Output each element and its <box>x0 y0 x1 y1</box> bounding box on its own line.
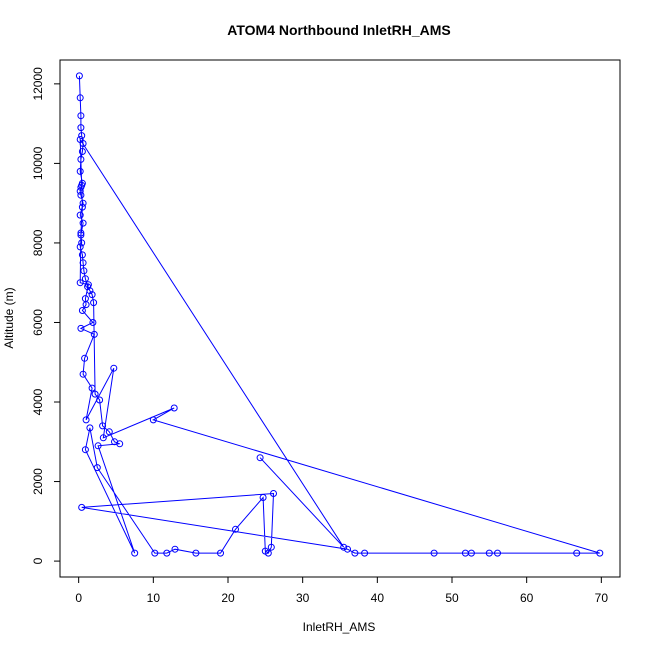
data-point <box>270 490 277 497</box>
data-point <box>96 396 104 404</box>
series-line <box>78 75 600 554</box>
y-axis-label: Altitude (m) <box>2 287 16 348</box>
x-tick-label: 40 <box>371 591 385 605</box>
data-point <box>596 549 604 557</box>
data-point <box>351 549 359 557</box>
data-point <box>264 549 272 557</box>
data-point <box>88 384 96 392</box>
x-tick-label: 10 <box>147 591 161 605</box>
x-axis-label: InletRH_AMS <box>303 620 376 634</box>
data-point <box>163 549 171 557</box>
data-point <box>259 494 267 501</box>
x-tick-label: 50 <box>445 591 459 605</box>
data-point <box>77 229 85 237</box>
data-point <box>573 549 581 557</box>
data-point <box>77 191 85 199</box>
y-axis: 0 2000 4000 6000 8000 10000 12000 <box>31 67 61 564</box>
data-point <box>90 299 98 307</box>
data-point <box>81 446 89 454</box>
data-point <box>494 549 501 557</box>
chart-title: ATOM4 Northbound InletRH_AMS <box>227 22 450 38</box>
data-point <box>79 259 87 267</box>
data-point <box>88 291 96 299</box>
data-point <box>116 440 124 448</box>
data-point <box>76 279 84 287</box>
plot-frame <box>59 59 621 578</box>
data-point <box>77 112 85 120</box>
data-point <box>81 295 89 303</box>
data-point <box>81 354 89 362</box>
data-point <box>267 543 275 551</box>
data-point <box>75 72 83 80</box>
data-point <box>89 319 97 326</box>
data-point <box>99 434 107 442</box>
data-point <box>78 132 86 140</box>
data-point <box>256 454 264 462</box>
x-tick-label: 20 <box>221 591 235 605</box>
data-point <box>430 549 438 557</box>
data-point <box>340 543 348 551</box>
data-point <box>79 219 87 227</box>
data-point <box>78 503 86 511</box>
data-point <box>171 545 179 553</box>
y-tick-label: 0 <box>31 557 45 564</box>
data-point <box>131 549 139 557</box>
data-point <box>91 390 99 398</box>
data-point <box>78 148 86 155</box>
data-point <box>82 416 90 424</box>
data-point <box>77 124 85 132</box>
data-point <box>80 267 88 275</box>
x-tick-label: 30 <box>296 591 310 605</box>
data-series <box>75 72 604 557</box>
data-point <box>76 94 84 102</box>
data-point <box>110 364 118 372</box>
data-point <box>76 243 84 251</box>
data-point <box>78 307 86 314</box>
data-point <box>170 404 178 412</box>
data-point <box>232 525 239 533</box>
data-point <box>78 239 86 247</box>
y-tick-label: 12000 <box>31 67 45 101</box>
y-tick-label: 10000 <box>31 146 45 180</box>
data-point <box>90 330 98 338</box>
data-point <box>81 275 89 283</box>
y-tick-label: 8000 <box>31 229 45 256</box>
data-point <box>76 167 84 175</box>
data-point <box>192 549 200 557</box>
y-tick-label: 2000 <box>31 468 45 495</box>
data-point <box>93 464 101 472</box>
data-point <box>217 549 224 557</box>
data-point <box>78 203 86 211</box>
x-tick-label: 0 <box>75 591 82 605</box>
data-point <box>485 549 493 557</box>
data-point <box>78 251 86 259</box>
data-point <box>79 370 87 378</box>
x-tick-label: 60 <box>520 591 534 605</box>
data-point <box>76 211 84 219</box>
data-point <box>76 136 84 143</box>
data-point <box>78 181 86 189</box>
data-point <box>77 231 85 239</box>
data-point <box>361 549 369 557</box>
data-point <box>77 324 85 332</box>
data-point <box>344 545 351 553</box>
y-tick-label: 6000 <box>31 309 45 336</box>
x-tick-label: 70 <box>595 591 609 605</box>
data-point <box>77 155 85 163</box>
data-point <box>86 424 94 432</box>
data-point <box>99 422 107 430</box>
data-point <box>84 281 92 289</box>
data-point <box>105 428 113 436</box>
data-point <box>94 442 102 450</box>
x-axis: 0 10 20 30 40 50 60 70 <box>75 576 609 605</box>
data-point <box>79 199 87 207</box>
data-point <box>151 549 159 557</box>
data-point <box>467 549 475 557</box>
y-tick-label: 4000 <box>31 388 45 415</box>
data-point <box>149 416 157 424</box>
